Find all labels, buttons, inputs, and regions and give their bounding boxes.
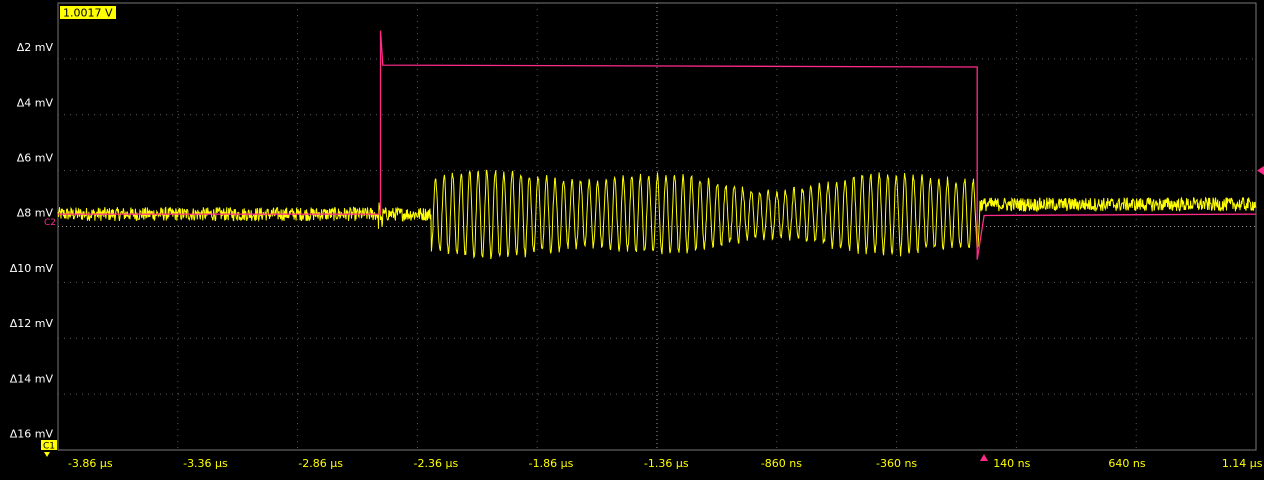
x-tick-label: -360 ns <box>876 457 917 470</box>
y-tick-label: Δ4 mV <box>17 96 54 109</box>
series-c1-label: C1 <box>43 442 55 452</box>
x-tick-label: -3.36 µs <box>183 457 228 470</box>
y-tick-label: Δ2 mV <box>17 41 54 54</box>
x-tick-label: -1.86 µs <box>529 457 574 470</box>
x-axis-tick-labels: -3.86 µs -3.36 µs -2.86 µs -2.36 µs -1.86 µs… <box>68 457 1263 470</box>
c1-ground-arrow-icon <box>44 452 50 457</box>
trigger-position-icon <box>980 454 988 461</box>
voltage-readout-box <box>60 6 116 19</box>
markers: 1.0017 V C2 C1 <box>41 6 1264 461</box>
y-tick-label: Δ6 mV <box>17 152 54 165</box>
y-tick-label: Δ8 mV <box>17 207 54 220</box>
graticule-grid <box>57 2 1257 451</box>
traces <box>57 30 1257 260</box>
x-tick-label: -2.36 µs <box>413 457 458 470</box>
y-tick-label: Δ16 mV <box>10 427 54 440</box>
x-tick-label: -2.86 µs <box>298 457 343 470</box>
x-tick-label: -860 ns <box>761 457 802 470</box>
x-tick-label: -1.36 µs <box>644 457 689 470</box>
x-tick-label: 140 ns <box>993 457 1030 470</box>
y-tick-label: Δ12 mV <box>10 317 54 330</box>
y-axis-tick-labels: Δ2 mV Δ4 mV Δ6 mV Δ8 mV Δ10 mV Δ12 mV Δ14 mV Δ1… <box>10 41 54 440</box>
y-tick-label: Δ10 mV <box>10 262 54 275</box>
series-c1-label-box <box>41 440 57 450</box>
x-tick-label: 1.14 µs <box>1222 457 1263 470</box>
trigger-level-icon <box>1257 166 1264 175</box>
x-tick-label: 640 ns <box>1108 457 1145 470</box>
y-tick-label: Δ14 mV <box>10 372 54 385</box>
series-c2-label: C2 <box>44 218 56 228</box>
series-c1-trace <box>57 169 1257 260</box>
series-c2-trace <box>58 30 1257 260</box>
voltage-readout: 1.0017 V <box>63 7 113 20</box>
x-tick-label: -3.86 µs <box>68 457 113 470</box>
